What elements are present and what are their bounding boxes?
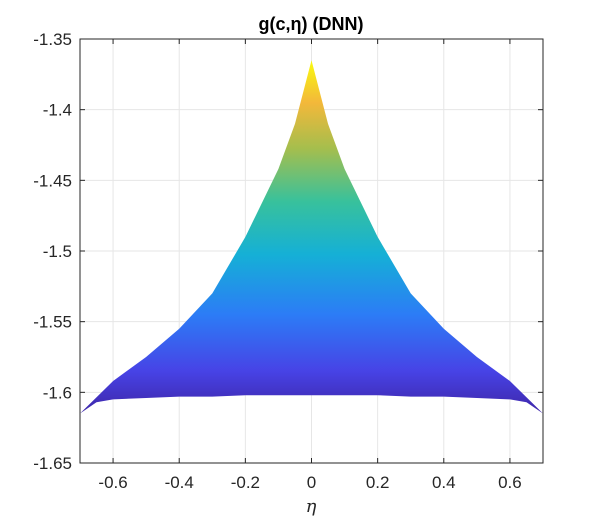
y-tick-label: -1.5 xyxy=(43,242,72,261)
x-tick-label: 0 xyxy=(307,473,316,492)
x-tick-label: 0.6 xyxy=(498,473,522,492)
y-tick-label: -1.65 xyxy=(33,454,72,473)
x-tick-label: 0.2 xyxy=(366,473,390,492)
y-tick-label: -1.4 xyxy=(43,101,72,120)
chart-title: g(c,η) (DNN) xyxy=(259,14,364,34)
ticks: -0.6 -0.4 -0.2 0 0.2 0.4 0.6 -1.65 -1.6 -1.55 -1.5… xyxy=(33,30,543,492)
x-tick-label: -0.6 xyxy=(98,473,127,492)
x-axis-label: η xyxy=(306,496,317,517)
y-tick-label: -1.55 xyxy=(33,313,72,332)
x-tick-label: -0.2 xyxy=(231,473,260,492)
y-tick-label: -1.35 xyxy=(33,30,72,49)
y-tick-label: -1.45 xyxy=(33,171,72,190)
x-tick-label: -0.4 xyxy=(165,473,194,492)
x-tick-label: 0.4 xyxy=(432,473,456,492)
y-tick-label: -1.6 xyxy=(43,383,72,402)
surface-area xyxy=(80,60,543,414)
